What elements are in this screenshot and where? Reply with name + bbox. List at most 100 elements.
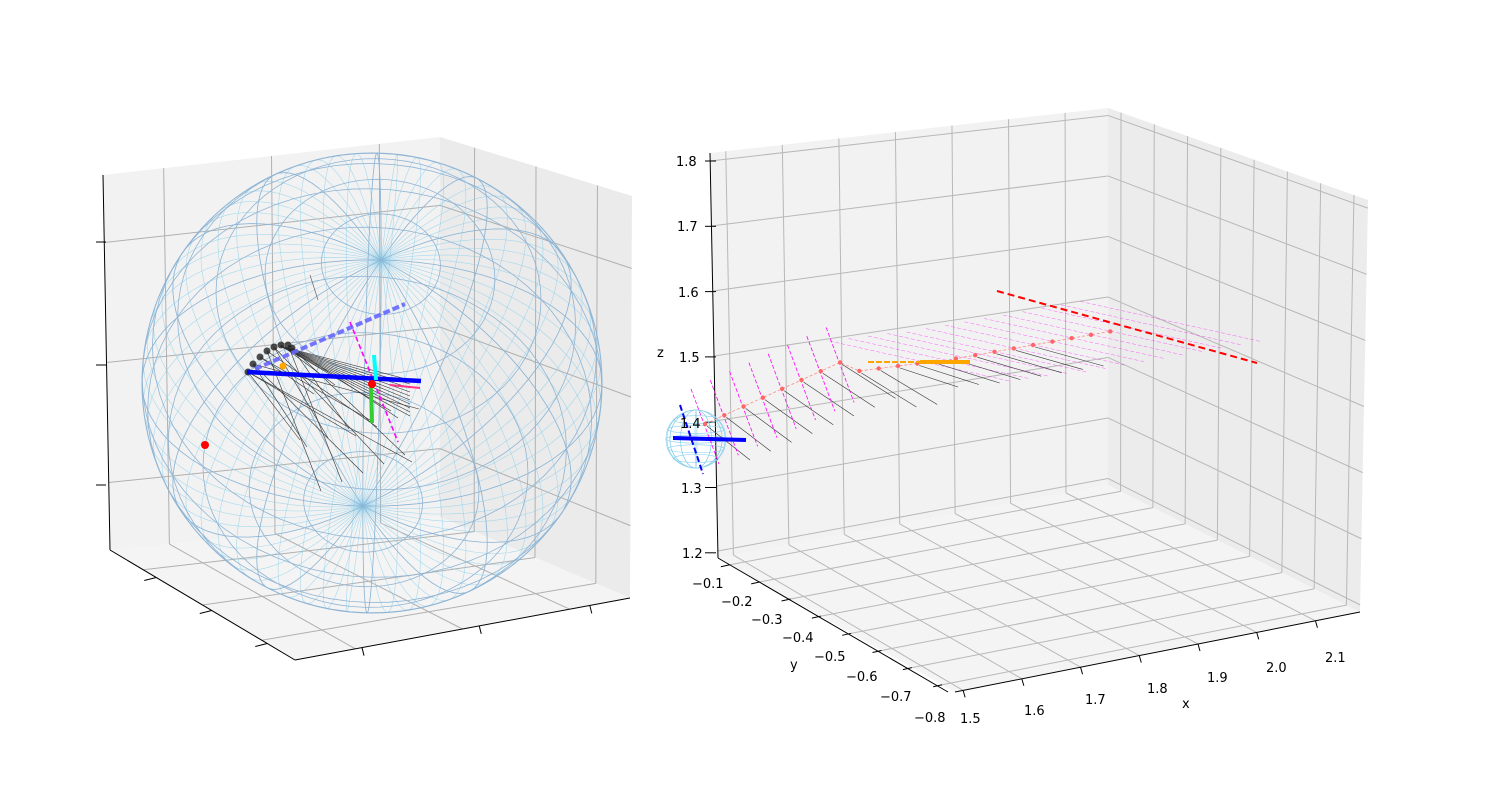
x-grid-line (894, 132, 901, 524)
orientation-line-magenta (729, 371, 758, 447)
trajectory-point (837, 360, 843, 365)
x-tick (1314, 620, 1318, 628)
trail-line (287, 344, 343, 483)
x-tick-label: 2.0 (1266, 661, 1287, 676)
trajectory-point (1030, 342, 1036, 348)
trail-point (263, 347, 271, 355)
trail-line (291, 347, 350, 430)
trail-line (291, 347, 406, 456)
y-tick-label: −0.3 (751, 613, 783, 628)
orientation-line-black (899, 367, 959, 388)
x-grid-line (954, 513, 1199, 645)
orientation-line-black (841, 364, 896, 399)
orientation-line-black (1015, 350, 1083, 370)
trajectory-point (953, 356, 959, 361)
orientation-line-magenta (1080, 301, 1261, 342)
trajectory-point (722, 413, 727, 418)
orientation-line-black (977, 356, 1042, 377)
z-grid-line (1107, 175, 1367, 275)
orientation-line-black (784, 390, 834, 426)
orientation-line-magenta (748, 362, 778, 438)
green-axis-line (369, 386, 374, 424)
trail-line (279, 345, 411, 381)
y-grid-line (729, 490, 1121, 566)
floor-pane (110, 517, 630, 660)
grid-line (108, 448, 441, 483)
left-3d-axes (96, 137, 632, 661)
blue-dashed-axis-line (679, 404, 704, 475)
orientation-line-black (764, 399, 813, 434)
y-grid-line (790, 523, 1186, 600)
sphere-outline (141, 152, 603, 614)
x-tick-label: 1.9 (1207, 671, 1228, 686)
orientation-line-magenta (690, 388, 720, 465)
y-tick (199, 610, 212, 614)
orientation-line-magenta (825, 327, 855, 403)
orientation-line-black (803, 381, 855, 417)
trail-line (279, 345, 411, 393)
trail-line (252, 363, 364, 474)
trajectory-point (1011, 346, 1016, 351)
trajectory-point (895, 363, 901, 369)
red-point (368, 380, 376, 388)
z-tick-label: 1.6 (678, 286, 699, 301)
right-3d-axes (665, 108, 1369, 698)
orientation-line-black (938, 363, 1000, 384)
y-tick (933, 684, 943, 688)
z-tick-label: 1.8 (676, 155, 697, 170)
y-tick-label: −0.5 (814, 650, 846, 665)
x-grid-line (899, 523, 1140, 657)
orientation-line-black (861, 372, 917, 408)
x-tick (1197, 643, 1201, 652)
y-grid-line (1152, 124, 1155, 508)
trajectory-point (780, 386, 785, 391)
trajectory-point (992, 349, 997, 354)
x-grid-line (838, 138, 845, 535)
x-axis-line (294, 597, 631, 661)
z-tick-label: 1.2 (682, 547, 703, 562)
pink-segment (389, 384, 421, 389)
red-dashed-line (996, 290, 1258, 364)
x-tick-label: 2.1 (1325, 651, 1346, 666)
trajectory-line (704, 331, 1111, 425)
x-grid-line (1010, 502, 1257, 633)
trajectory-point (973, 353, 978, 358)
orientation-line-black (726, 416, 771, 452)
x-grid-line (951, 125, 956, 514)
trail-line (279, 345, 411, 401)
x-tick (589, 605, 593, 614)
trail-point (270, 343, 278, 351)
x-grid-line (1008, 119, 1012, 504)
y-axis-line (717, 557, 949, 693)
x-grid-line (788, 544, 1023, 680)
trail-line (247, 371, 357, 437)
y-tick (751, 581, 761, 585)
y-grid-line (1184, 136, 1189, 524)
y-grid-line (1281, 171, 1288, 573)
y-tick (902, 667, 912, 671)
x-axis-line (954, 611, 1361, 693)
orientation-line-magenta (887, 333, 1068, 374)
y-tick-label: −0.2 (721, 595, 753, 610)
z-grid-line (713, 296, 1109, 357)
y-tick-label: −0.6 (846, 670, 878, 685)
orientation-line-black (706, 425, 751, 461)
y-tick (872, 649, 882, 653)
right-tick-labels: 1.8 1.7 1.6 1.5 1.4 1.3 1.2 z −0.1 −0.2 … (657, 155, 1346, 727)
x-tick (1021, 678, 1025, 686)
trajectory-point (818, 369, 823, 374)
trajectory-point (799, 377, 804, 383)
trail-point (277, 341, 285, 349)
x-axis-label: x (1182, 697, 1190, 712)
z-grid-line (1107, 357, 1363, 474)
y-tick (255, 643, 268, 647)
x-tick (361, 647, 365, 656)
y-tick (811, 615, 821, 619)
trajectory-point (702, 421, 708, 427)
trajectory-point (857, 368, 862, 374)
orientation-line-magenta (787, 344, 816, 421)
blue-axis-line (246, 369, 422, 384)
y-tick (781, 598, 791, 602)
x-tick-label: 1.8 (1147, 682, 1168, 697)
